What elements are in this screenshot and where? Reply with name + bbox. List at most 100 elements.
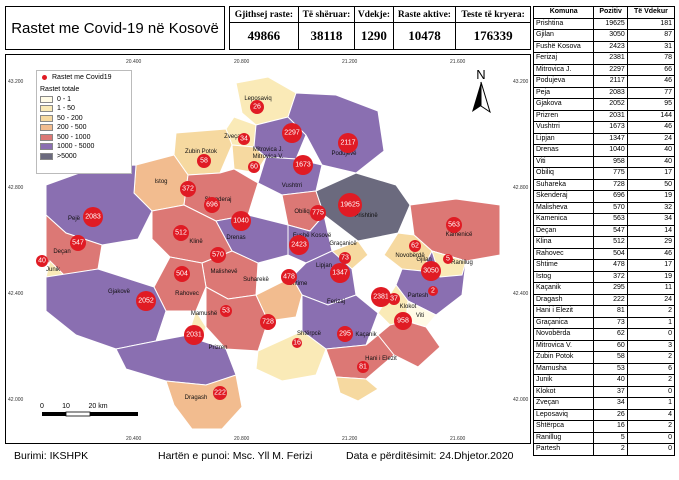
municipality-cell: Suhareka [532,178,595,191]
positive-cell: 372 [593,270,628,283]
case-value: 1673 [295,162,311,169]
case-bubble [281,269,297,285]
map-legend: Rastet me Covid19 Rastet totale 0 - 1 1 … [36,70,132,174]
positive-cell: 2117 [593,75,628,88]
case-value: 53 [222,308,230,315]
municipality-cell: Prizren [532,109,595,122]
case-bubble [310,205,326,221]
place-name: Gjakovë [108,289,131,295]
case-bubble [421,261,441,281]
case-bubble [293,155,313,175]
case-bubble [394,312,412,330]
tick-left: 42.800 [8,185,24,191]
update-date-text: Data e përditësimit: 24.Dhjetor.2020 [346,450,514,462]
case-bubble [197,154,211,168]
table-row: Graçanica 73 1 [532,316,676,329]
table-row: Kamenica 563 34 [532,213,676,226]
deaths-cell: 46 [626,121,676,134]
place-name: Fushë Kosovë [293,233,332,239]
place-name: Podujevë [331,151,357,157]
positive-cell: 26 [593,408,628,421]
municipality-cell: Klina [532,236,595,249]
municipality-cell: Rahovec [532,247,595,260]
case-bubble [337,326,353,342]
case-value: 728 [262,319,274,326]
table-row: Drenas 1040 40 [532,144,676,157]
case-value: 2297 [284,130,300,137]
municipality-cell: Deçan [532,224,595,237]
case-value: 222 [214,390,226,397]
tick-bottom: 20.800 [234,436,250,442]
case-bubble [409,240,421,252]
deaths-cell: 31 [626,40,676,53]
positive-cell: 504 [593,247,628,260]
positive-cell: 958 [593,155,628,168]
deaths-cell: 2 [626,351,676,364]
case-bubble [184,325,204,345]
stat-active-value: 10478 [392,22,457,50]
municipality-cell: Viti [532,155,595,168]
north-arrow-icon: N [472,67,491,114]
municipality-cell: Dragash [532,293,595,306]
municipality-cell: Skenderaj [532,190,595,203]
place-name: Leposaviq [244,96,271,102]
legend-class-label: 500 - 1000 [57,133,91,141]
place-name: Malishevë [210,269,238,275]
positive-cell: 222 [593,293,628,306]
legend-class-row: 500 - 1000 [40,133,128,143]
deaths-cell: 29 [626,236,676,249]
map-frame: 20.400 20.800 21.200 21.600 20.400 20.80… [5,54,531,444]
place-name: Dragash [185,395,208,401]
scale-label: 20 km [88,403,107,410]
legend-swatch [40,152,53,160]
deaths-cell: 11 [626,282,676,295]
table-row: Mitrovica V. 60 3 [532,339,676,352]
deaths-cell: 40 [626,155,676,168]
positive-cell: 40 [593,374,628,387]
municipality-polygons [45,76,501,430]
case-value: 2052 [138,298,154,305]
place-name: Mitrovica J. [253,147,284,153]
case-bubble [70,235,86,251]
scale-label: 0 [40,403,44,410]
case-bubble [136,291,156,311]
deaths-cell: 66 [626,63,676,76]
case-bubble [238,133,250,145]
prishtine-region [315,172,411,242]
place-name: Ferizaj [327,299,345,305]
deaths-cell: 46 [626,247,676,260]
table-row: Podujeva 2117 46 [532,75,676,88]
place-name: Prizren [208,345,227,351]
place-name: Hani i Elezit [365,356,397,362]
case-value: 2083 [85,214,101,221]
table-row: Suhareka 728 50 [532,178,676,191]
case-value: 2 [431,288,435,295]
graticule-ticks: 20.400 20.800 21.200 21.600 20.400 20.80… [8,59,529,442]
tick-right: 43.200 [513,79,529,85]
case-bubble [357,361,369,373]
positive-cell: 16 [593,420,628,433]
positive-cell: 1673 [593,121,628,134]
tick-bottom: 21.600 [450,436,466,442]
municipality-cell: Podujeva [532,75,595,88]
case-point-icon [42,75,47,81]
place-name: Novobërdë [395,253,425,259]
table-row: Hani i Elezit 81 2 [532,305,676,318]
legend-class-label: 50 - 200 [57,114,83,122]
positive-cell: 2 [593,443,628,456]
municipality-cell: Gjilan [532,29,595,42]
table-row: Istog 372 19 [532,270,676,283]
table-row: Junik 40 2 [532,374,676,387]
place-name: Rahovec [175,291,199,297]
stat-active-label: Raste aktive: [392,6,457,23]
place-name: Istog [154,179,167,185]
positive-cell: 1040 [593,144,628,157]
municipality-cell: Novobërda [532,328,595,341]
case-value: 696 [206,202,218,209]
north-label: N [476,67,485,82]
case-bubble [173,225,189,241]
positive-cell: 5 [593,431,628,444]
legend-class-row: 1 - 50 [40,104,128,114]
case-value: 504 [176,271,188,278]
municipality-table: Komuna Pozitiv Të Vdekur Prishtina 19625 1… [532,6,676,456]
